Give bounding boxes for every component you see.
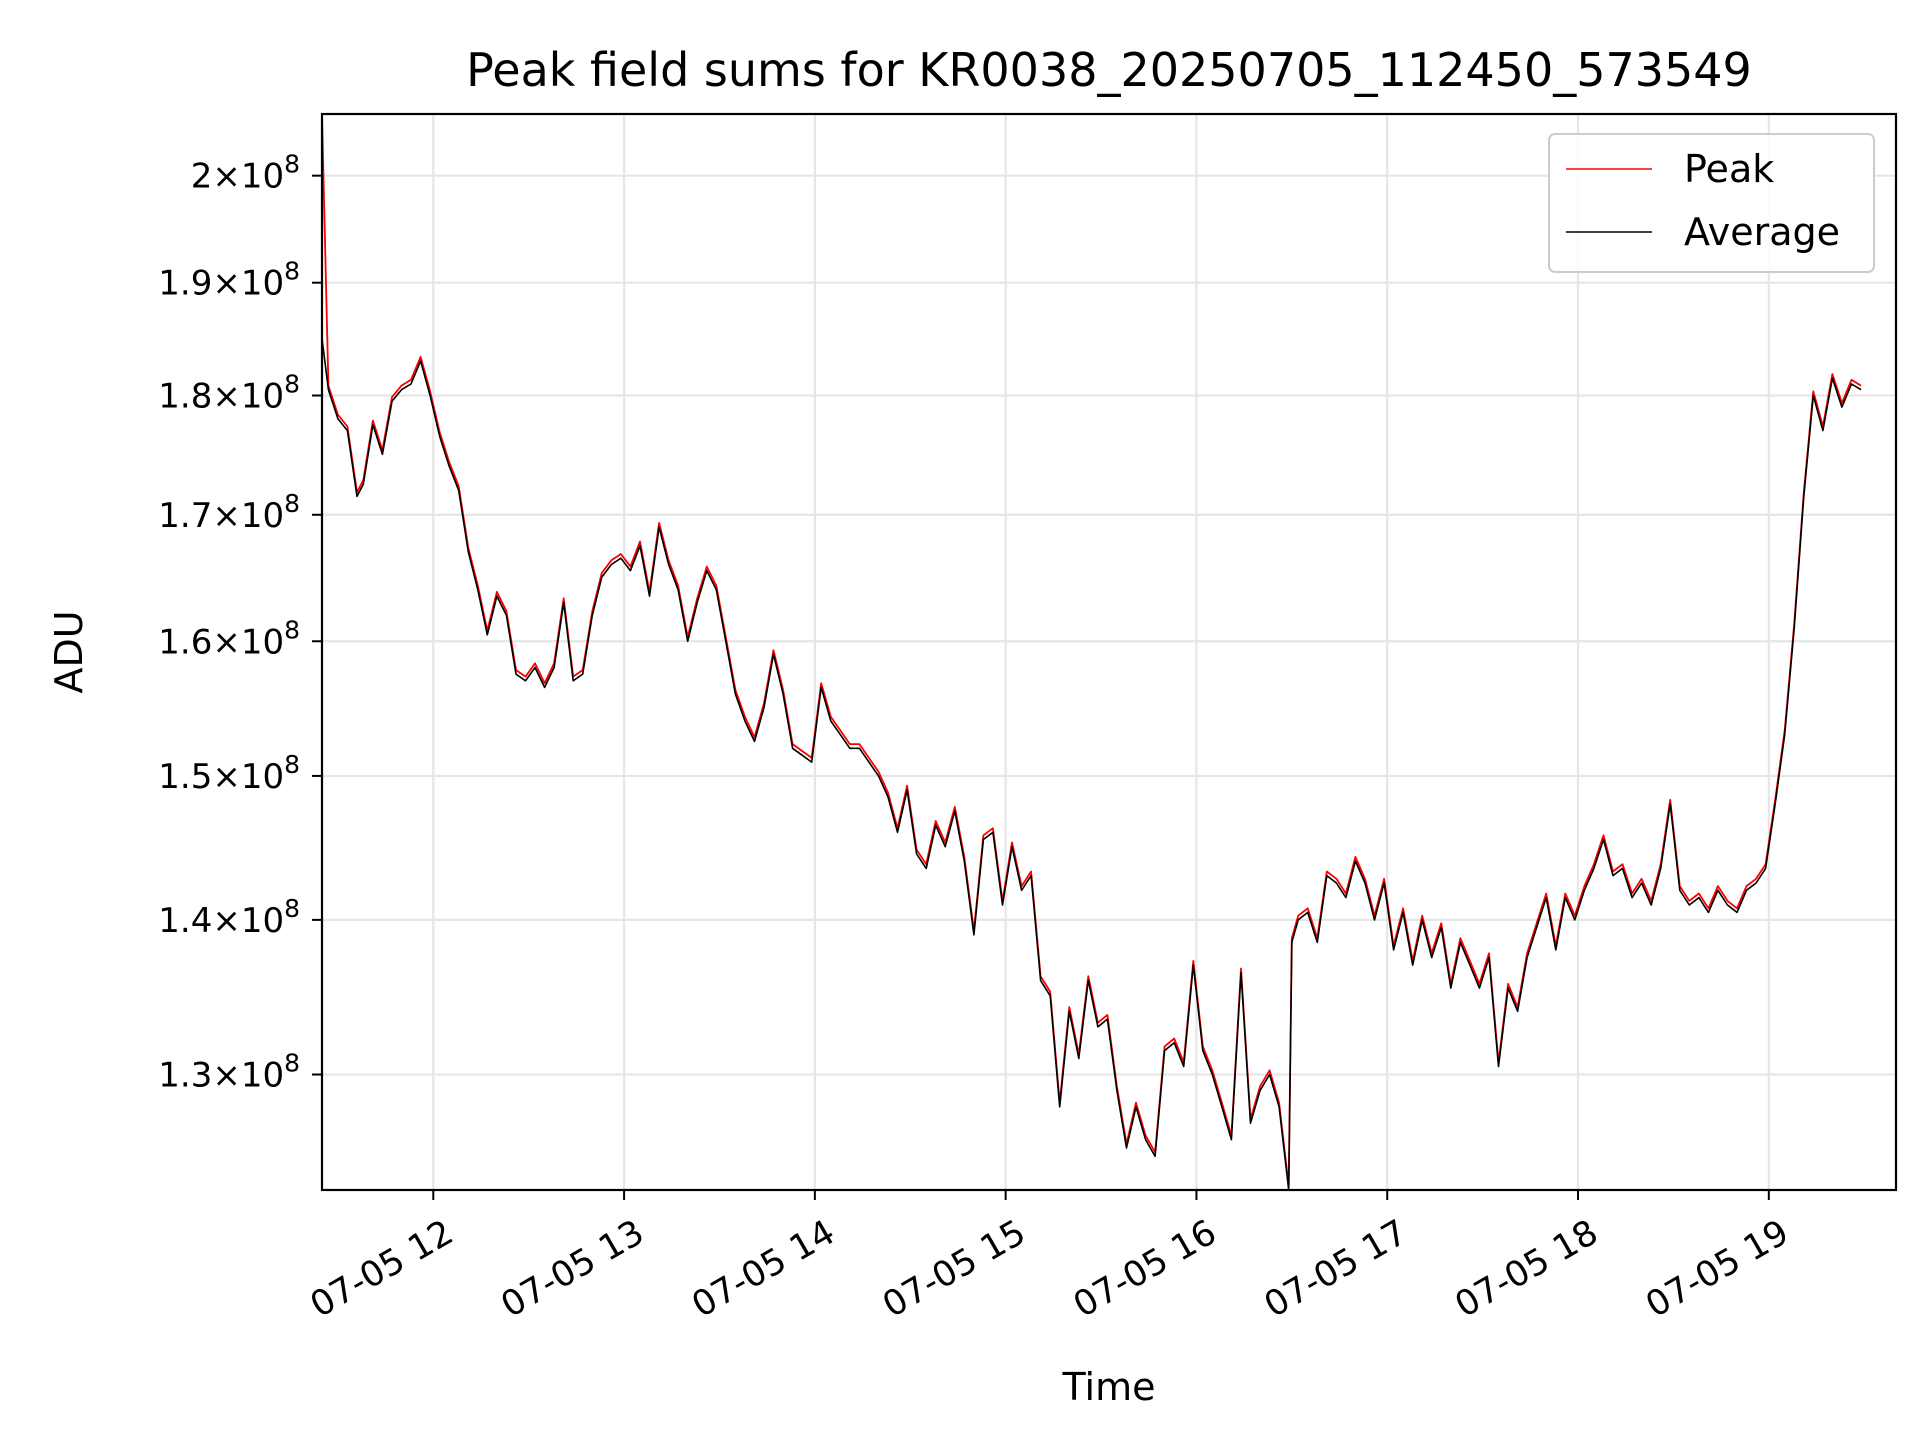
y-tick-label: 2×108 <box>191 150 300 197</box>
y-tick-label: 1.7×108 <box>158 489 300 536</box>
legend: Peak Average <box>1548 133 1875 273</box>
plot-frame <box>320 112 1898 1192</box>
chart-title: Peak field sums for KR0038_20250705_1124… <box>466 43 1752 97</box>
series-line-peak <box>321 113 1862 1187</box>
y-tick-label: 1.5×108 <box>158 750 300 797</box>
y-tick-label: 1.9×108 <box>158 257 300 304</box>
y-tick-label: 1.8×108 <box>158 370 300 417</box>
legend-label-peak: Peak <box>1684 147 1774 191</box>
y-axis-label: ADU <box>47 610 91 693</box>
plot-lines <box>321 113 1862 1191</box>
x-axis-label: Time <box>1062 1365 1156 1409</box>
y-tick-label: 1.4×108 <box>158 894 300 941</box>
series-line-average <box>321 338 1862 1191</box>
y-tick-label: 1.3×108 <box>158 1049 300 1096</box>
legend-label-average: Average <box>1684 210 1840 254</box>
ticks <box>312 174 1770 1200</box>
y-tick-label: 1.6×108 <box>158 615 300 662</box>
gridlines <box>322 114 1896 1190</box>
